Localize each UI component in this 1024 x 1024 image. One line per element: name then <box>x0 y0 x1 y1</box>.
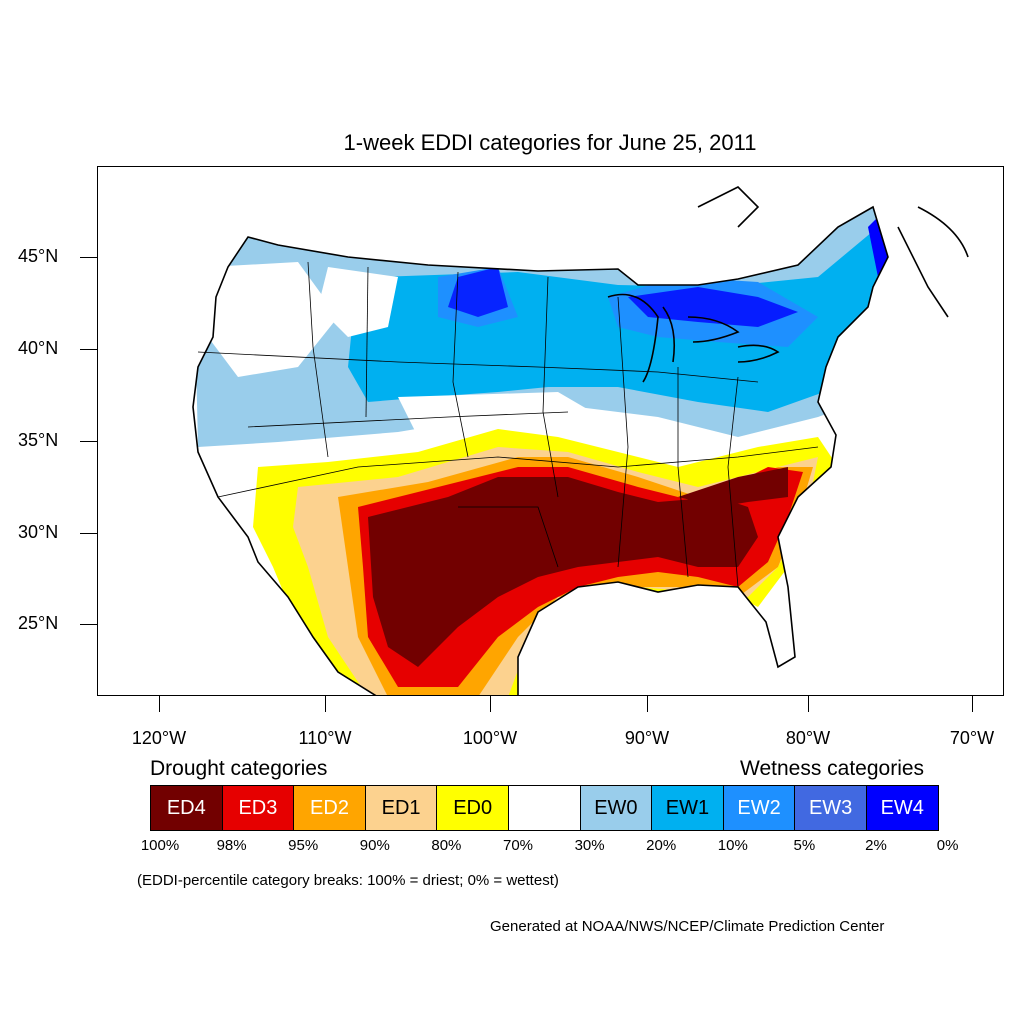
map-title: 1-week EDDI categories for June 25, 2011 <box>343 130 757 155</box>
lat-tick <box>80 533 97 534</box>
lon-label-70: 70°W <box>949 728 995 748</box>
category-note: (EDDI-percentile category breaks: 100% =… <box>137 872 559 889</box>
lon-label-90: 90°W <box>624 728 670 748</box>
eddi-map <box>192 186 969 695</box>
coastline-outline <box>192 186 969 695</box>
percent-break-label: 5% <box>793 837 816 854</box>
lat-tick <box>80 257 97 258</box>
legend-box-ew1: EW1 <box>651 785 724 831</box>
lon-tick <box>159 696 160 712</box>
legend-box-neutral <box>507 785 581 831</box>
legend-box-ew0: EW0 <box>579 785 653 831</box>
legend-box-ed4: ED4 <box>150 785 223 831</box>
lat-label-30: 30°N <box>18 522 59 542</box>
lat-tick <box>80 624 97 625</box>
percent-break-label: 95% <box>288 837 319 854</box>
lon-tick <box>647 696 648 712</box>
lon-label-80: 80°W <box>785 728 831 748</box>
percent-break-label: 2% <box>865 837 887 854</box>
legend-box-ew3: EW3 <box>794 785 867 831</box>
drought-heading: Drought categories <box>150 757 328 780</box>
legend-box-ed2: ED2 <box>293 785 366 831</box>
state-borders <box>197 261 819 588</box>
map-panel <box>97 166 1004 696</box>
category-fill <box>193 207 888 695</box>
lat-tick <box>80 441 97 442</box>
legend-box-ed1: ED1 <box>364 785 438 831</box>
percent-break-label: 90% <box>359 837 390 854</box>
lon-tick <box>325 696 326 712</box>
percent-break-label: 10% <box>717 837 748 854</box>
percent-break-label: 0% <box>936 837 959 854</box>
wetness-heading: Wetness categories <box>740 757 925 780</box>
lat-label-40: 40°N <box>18 338 59 358</box>
percent-break-label: 80% <box>431 837 462 854</box>
credit-text: Generated at NOAA/NWS/NCEP/Climate Predi… <box>490 918 885 935</box>
lon-label-120: 120°W <box>131 728 187 748</box>
lon-tick <box>490 696 491 712</box>
lon-label-100: 100°W <box>462 728 518 748</box>
lon-tick <box>808 696 809 712</box>
lat-label-35: 35°N <box>18 430 59 450</box>
legend-box-ed0: ED0 <box>436 785 509 831</box>
percent-break-label: 30% <box>574 837 605 854</box>
lon-tick <box>972 696 973 712</box>
percent-break-label: 98% <box>216 837 247 854</box>
lat-label-25: 25°N <box>18 613 59 633</box>
lat-label-45: 45°N <box>18 246 59 266</box>
percent-break-label: 70% <box>502 837 534 854</box>
legend-box-ed3: ED3 <box>221 785 295 831</box>
legend-box-ew4: EW4 <box>865 785 939 831</box>
lon-label-110: 110°W <box>298 728 352 748</box>
percent-break-label: 100% <box>140 837 180 854</box>
legend-box-ew2: EW2 <box>722 785 796 831</box>
legend-colorbar: ED4 ED3 ED2 ED1 ED0 EW0 EW1 EW2 EW3 EW4 <box>150 785 939 831</box>
lat-tick <box>80 349 97 350</box>
percent-break-label: 20% <box>646 837 677 854</box>
